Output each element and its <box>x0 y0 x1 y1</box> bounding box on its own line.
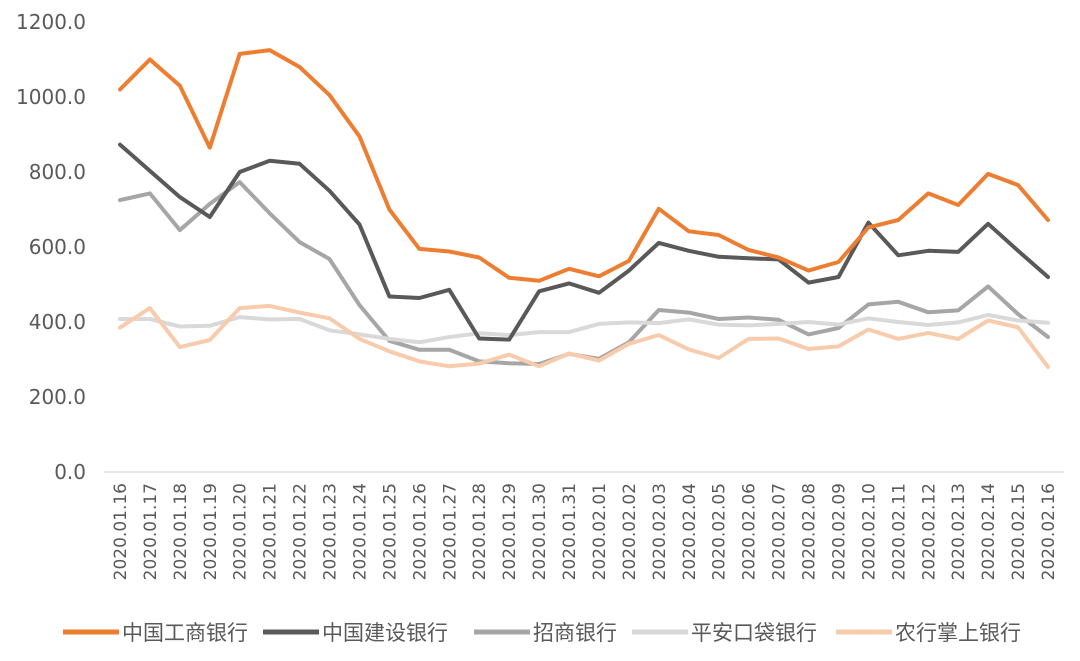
legend-item: 中国工商银行 <box>63 621 248 645</box>
x-tick-label: 2020.02.16 <box>1039 483 1059 580</box>
x-tick-label: 2020.01.31 <box>560 483 580 580</box>
legend-label: 平安口袋银行 <box>691 621 817 645</box>
x-tick-label: 2020.02.05 <box>710 483 730 580</box>
x-tick-label: 2020.02.06 <box>740 483 760 580</box>
legend-item: 招商银行 <box>474 621 617 645</box>
x-tick-label: 2020.02.11 <box>889 483 909 580</box>
x-tick-label: 2020.01.25 <box>380 483 400 580</box>
x-tick-label: 2020.01.24 <box>350 483 370 580</box>
x-tick-label: 2020.01.23 <box>321 483 341 580</box>
series-line-2 <box>118 142 1050 342</box>
x-tick-label: 2020.02.07 <box>770 483 790 580</box>
x-tick-label: 2020.01.18 <box>171 483 191 580</box>
series-line-5 <box>118 303 1050 369</box>
x-axis: 2020.01.16 2020.01.17 2020.01.18 2020.01.19… <box>111 483 1059 580</box>
y-tick-label: 200.0 <box>29 385 86 409</box>
x-tick-label: 2020.01.30 <box>530 483 550 580</box>
x-tick-label: 2020.02.13 <box>949 483 969 580</box>
x-tick-label: 2020.01.17 <box>141 483 161 580</box>
series-line-1 <box>118 48 1050 283</box>
y-tick-label: 0.0 <box>54 460 86 484</box>
x-tick-label: 2020.02.10 <box>859 483 879 580</box>
x-tick-label: 2020.01.21 <box>261 483 281 580</box>
x-tick-label: 2020.02.09 <box>829 483 849 580</box>
series-layer <box>118 48 1050 369</box>
y-axis: 0.0 200.0 400.0 600.0 800.0 1000.0 1200.0 <box>16 10 86 484</box>
x-tick-label: 2020.01.27 <box>440 483 460 580</box>
series-line-4 <box>118 312 1050 345</box>
legend-item: 中国建设银行 <box>263 621 448 645</box>
legend-label: 中国建设银行 <box>322 621 448 645</box>
x-tick-label: 2020.02.15 <box>1009 483 1029 580</box>
x-tick-label: 2020.01.20 <box>231 483 251 580</box>
x-tick-label: 2020.02.01 <box>590 483 610 580</box>
x-tick-label: 2020.02.08 <box>800 483 820 580</box>
y-tick-label: 600.0 <box>29 235 86 259</box>
legend-label: 农行掌上银行 <box>895 621 1021 645</box>
x-tick-label: 2020.02.14 <box>979 483 999 580</box>
legend-label: 招商银行 <box>533 621 617 645</box>
legend-item: 平安口袋银行 <box>632 621 817 645</box>
legend-label: 中国工商银行 <box>122 621 248 645</box>
legend-item: 农行掌上银行 <box>836 621 1021 645</box>
x-tick-label: 2020.01.29 <box>500 483 520 580</box>
x-tick-label: 2020.01.26 <box>410 483 430 580</box>
y-tick-label: 400.0 <box>29 310 86 334</box>
y-tick-label: 800.0 <box>29 160 86 184</box>
x-tick-label: 2020.01.22 <box>291 483 311 580</box>
x-tick-label: 2020.02.02 <box>620 483 640 580</box>
y-tick-label: 1000.0 <box>16 85 86 109</box>
x-tick-label: 2020.02.12 <box>919 483 939 580</box>
x-tick-label: 2020.02.04 <box>680 483 700 580</box>
x-tick-label: 2020.01.16 <box>111 483 131 580</box>
x-tick-label: 2020.02.03 <box>650 483 670 580</box>
y-tick-label: 1200.0 <box>16 10 86 34</box>
legend: 中国工商银行 中国建设银行 招商银行 平安口袋银行 农行掌上银行 <box>63 621 1021 645</box>
x-tick-label: 2020.01.28 <box>470 483 490 580</box>
x-tick-label: 2020.01.19 <box>201 483 221 580</box>
